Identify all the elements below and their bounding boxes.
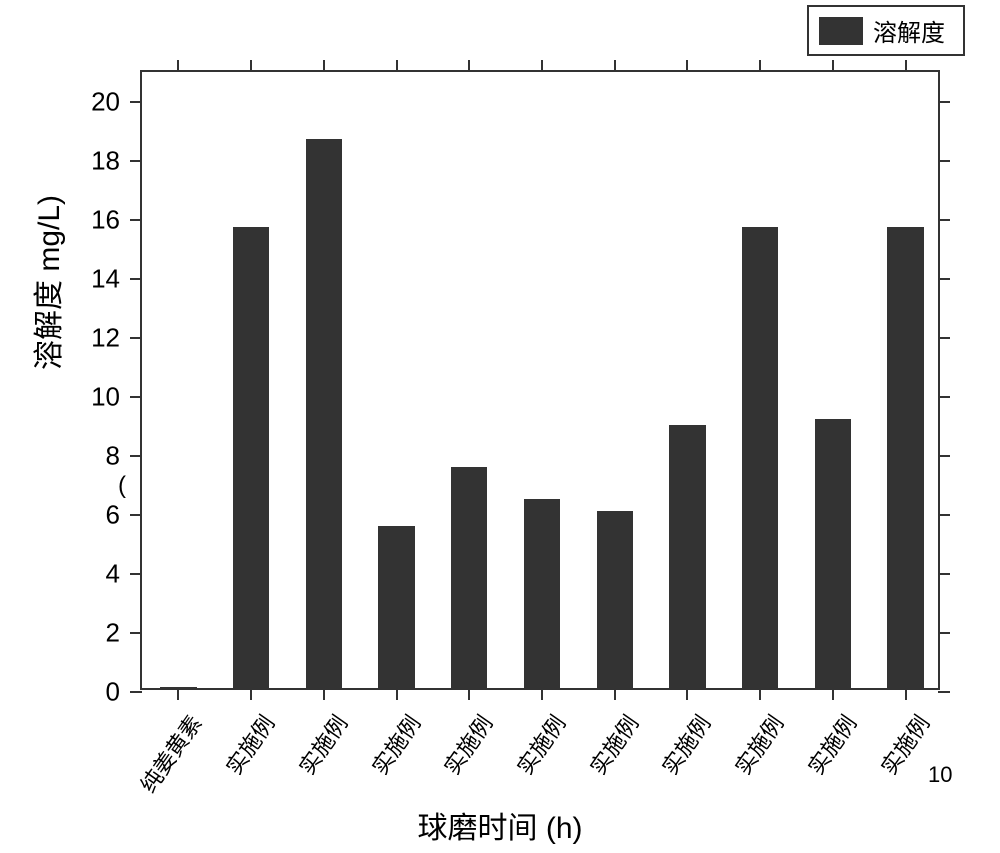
y-tick-right: [938, 514, 950, 516]
bar: [306, 139, 342, 688]
y-tick-right: [938, 278, 950, 280]
y-tick-label: 20: [80, 86, 120, 117]
x-tick: [177, 688, 179, 700]
y-tick-right: [938, 160, 950, 162]
bar: [451, 467, 487, 688]
y-tick-label: 16: [80, 204, 120, 235]
x-extra-label: 10: [928, 762, 952, 788]
y-tick-label: 4: [80, 558, 120, 589]
x-tick: [614, 688, 616, 700]
x-tick-top: [541, 60, 543, 72]
y-tick-label: 10: [80, 381, 120, 412]
x-tick: [323, 688, 325, 700]
x-tick-label: 实施例: [852, 708, 936, 808]
chart-plot-area: 02468101214161820纯姜黄素实施例实施例实施例实施例实施例实施例实…: [140, 70, 940, 690]
x-axis-title: 球磨时间 (h): [0, 803, 1000, 847]
x-tick-top: [396, 60, 398, 72]
x-tick-top: [614, 60, 616, 72]
y-tick-label: 0: [80, 677, 120, 708]
y-tick-right: [938, 455, 950, 457]
x-tick: [832, 688, 834, 700]
y-tick-label: 6: [80, 499, 120, 530]
x-tick-label: 实施例: [343, 708, 427, 808]
y-axis-title-text: 溶解度 mg/L): [33, 195, 66, 370]
y-tick-label: 8: [80, 440, 120, 471]
y-tick: [130, 455, 142, 457]
y-tick-label: 2: [80, 617, 120, 648]
x-tick: [396, 688, 398, 700]
x-tick-top: [759, 60, 761, 72]
bar: [524, 499, 560, 688]
y-tick: [130, 632, 142, 634]
x-tick-label: 纯姜黄素: [125, 708, 209, 808]
paren-artifact: (: [118, 472, 126, 500]
x-tick: [468, 688, 470, 700]
x-tick-label: 实施例: [489, 708, 573, 808]
x-tick-top: [686, 60, 688, 72]
y-tick: [130, 101, 142, 103]
legend-swatch: [819, 17, 863, 45]
legend: 溶解度: [807, 5, 965, 56]
x-tick-label: 实施例: [561, 708, 645, 808]
y-axis-title: 溶解度 mg/L): [24, 195, 68, 370]
bar: [597, 511, 633, 688]
x-tick-top: [832, 60, 834, 72]
x-tick-top: [177, 60, 179, 72]
x-tick-top: [250, 60, 252, 72]
y-tick-label: 14: [80, 263, 120, 294]
x-tick-top: [468, 60, 470, 72]
y-tick-right: [938, 632, 950, 634]
x-tick-label: 实施例: [634, 708, 718, 808]
x-tick-label: 实施例: [270, 708, 354, 808]
y-tick: [130, 573, 142, 575]
y-tick: [130, 219, 142, 221]
y-tick-right: [938, 219, 950, 221]
y-tick-right: [938, 396, 950, 398]
bar: [887, 227, 923, 688]
y-tick-right: [938, 691, 950, 693]
y-tick: [130, 396, 142, 398]
x-tick: [905, 688, 907, 700]
legend-label: 溶解度: [873, 13, 945, 48]
x-tick: [759, 688, 761, 700]
bar: [233, 227, 269, 688]
x-tick-label: 实施例: [198, 708, 282, 808]
y-tick: [130, 691, 142, 693]
y-tick-label: 18: [80, 145, 120, 176]
x-tick-top: [905, 60, 907, 72]
bar: [378, 526, 414, 688]
y-tick-label: 12: [80, 322, 120, 353]
x-tick-label: 实施例: [780, 708, 864, 808]
y-tick: [130, 278, 142, 280]
y-tick-right: [938, 101, 950, 103]
bar: [742, 227, 778, 688]
x-tick-label: 实施例: [416, 708, 500, 808]
y-tick: [130, 160, 142, 162]
x-tick-label: 实施例: [707, 708, 791, 808]
y-tick: [130, 337, 142, 339]
y-tick: [130, 514, 142, 516]
x-tick: [541, 688, 543, 700]
bar: [815, 419, 851, 688]
x-tick-top: [323, 60, 325, 72]
y-tick-right: [938, 337, 950, 339]
x-tick: [250, 688, 252, 700]
bar: [669, 425, 705, 688]
x-tick: [686, 688, 688, 700]
y-tick-right: [938, 573, 950, 575]
